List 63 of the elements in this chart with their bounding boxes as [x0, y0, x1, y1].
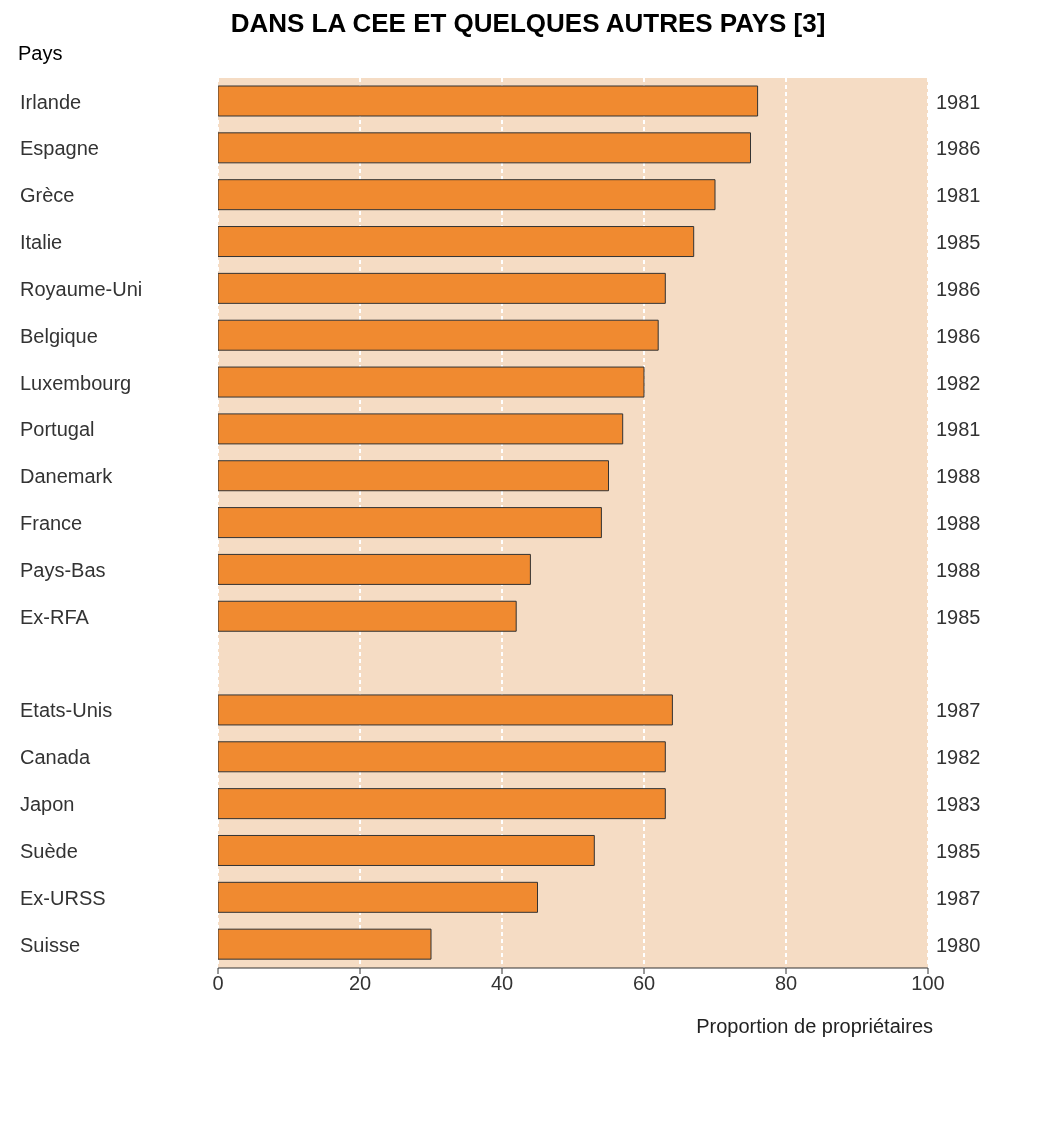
y-tick-label: Japon [20, 793, 75, 816]
bar [218, 460, 609, 492]
text: 1988 [936, 465, 981, 488]
y-tick-label: Italie [20, 231, 63, 254]
text: 1987 [936, 886, 981, 909]
y-tick-label: Pays-Bas [20, 558, 106, 581]
bar [218, 132, 751, 164]
text: 1986 [936, 324, 981, 347]
y-tick-label: Danemark [20, 465, 114, 488]
text: 1981 [936, 90, 981, 113]
text: 1986 [936, 277, 981, 300]
bar [218, 741, 666, 773]
text: 1981 [936, 418, 981, 441]
text: 1988 [936, 558, 981, 581]
bar [218, 881, 538, 913]
bar [218, 553, 531, 585]
text: 1980 [936, 933, 981, 956]
text: 1982 [936, 746, 981, 769]
bar [218, 600, 517, 632]
y-tick-label: Etats-Unis [20, 699, 113, 722]
y-tick-label: Grèce [20, 184, 75, 207]
x-tick-label: 40 [490, 972, 514, 995]
bar [218, 928, 432, 960]
text: 1986 [936, 137, 981, 160]
y-axis-title: Pays [17, 42, 64, 66]
y-tick-label: Portugal [20, 418, 95, 441]
y-tick-label: Suède [20, 839, 78, 862]
x-tick-label: 80 [774, 972, 798, 995]
bar [218, 694, 673, 726]
y-tick-label: Canada [20, 746, 91, 769]
bar [218, 226, 695, 258]
y-tick-label: France [20, 512, 83, 535]
x-tick-label: 60 [632, 972, 656, 995]
chart-title: DANS LA CEE ET QUELQUES AUTRES PAYS [3] [229, 8, 827, 40]
text: 1988 [936, 512, 981, 535]
text: 1985 [936, 605, 981, 628]
bar [218, 413, 624, 445]
bar [218, 366, 645, 398]
x-axis-title: Proportion de propriétaires [696, 1015, 933, 1037]
text: 1985 [936, 839, 981, 862]
text: 1987 [936, 699, 981, 722]
bar [218, 319, 659, 351]
x-tick-label: 20 [348, 972, 372, 995]
text: 1982 [936, 371, 981, 394]
bar [218, 85, 759, 117]
y-tick-label: Ex-URSS [20, 886, 106, 909]
y-tick-label: Irlande [20, 90, 82, 113]
y-tick-label: Belgique [20, 324, 98, 347]
bar [218, 507, 602, 539]
y-tick-label: Luxembourg [20, 371, 132, 394]
y-tick-label: Espagne [20, 137, 99, 160]
bar [218, 272, 666, 304]
x-tick-label: 0 [212, 972, 224, 995]
y-tick-label: Royaume-Uni [20, 277, 143, 300]
text: 1985 [936, 231, 981, 254]
text: 1983 [936, 793, 981, 816]
x-tick-label: 100 [911, 972, 945, 995]
bar [218, 179, 716, 211]
bar [218, 834, 595, 866]
text: 1981 [936, 184, 981, 207]
y-tick-label: Suisse [20, 933, 81, 956]
y-tick-label: Ex-RFA [20, 605, 90, 628]
bar [218, 788, 666, 820]
